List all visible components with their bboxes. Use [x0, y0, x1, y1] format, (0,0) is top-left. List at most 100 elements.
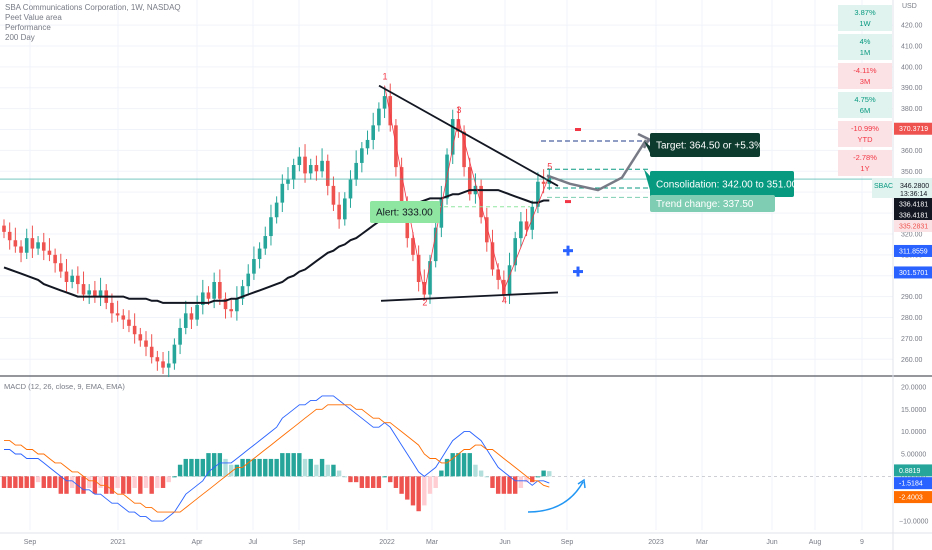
wave-point-label-2: 2 [422, 297, 427, 307]
indicator-performance[interactable]: Performance [5, 23, 51, 32]
candle-body [138, 334, 143, 341]
candle-body [218, 282, 222, 299]
indicator-200-day[interactable]: 200 Day [5, 33, 35, 42]
candle-body [19, 246, 23, 253]
price-tick-label: 420.00 [901, 23, 923, 30]
target-label-box [650, 133, 760, 157]
candle-body [7, 231, 12, 241]
macd-histogram-bar [302, 458, 308, 477]
macd-histogram-bar [547, 471, 552, 477]
last-price-value: 346.2800 [900, 183, 929, 190]
macd-histogram-bar [507, 476, 512, 494]
macd-histogram-bar [160, 476, 166, 488]
time-tick-label: Jun [499, 539, 510, 546]
indicator-peet-value-area[interactable]: Peet Value area [5, 13, 62, 22]
minus-marker [565, 200, 571, 204]
candle-body [201, 292, 205, 305]
macd-histogram-bar [7, 476, 12, 488]
price-tick-label: 280.00 [901, 315, 923, 322]
macd-histogram-bar [172, 476, 177, 478]
price-tick-label: 400.00 [901, 64, 923, 71]
price-tick-label: 270.00 [901, 336, 923, 343]
trend-change-label-box [650, 195, 775, 212]
macd-histogram-bar [342, 476, 347, 478]
macd-histogram-bar [47, 476, 52, 488]
macd-histogram-bar [138, 476, 143, 494]
macd-histogram-bar [450, 453, 455, 477]
macd-histogram-bar [439, 470, 444, 477]
macd-histogram-bar [382, 476, 387, 478]
macd-histogram-bar [143, 476, 149, 488]
price-tick-label: 290.00 [901, 294, 923, 301]
macd-tick-label: 15.0000 [901, 407, 926, 414]
candle-body [450, 119, 455, 155]
candle-body [121, 315, 126, 320]
macd-histogram-bar [410, 476, 416, 506]
candle-body [308, 165, 313, 174]
candle-body [405, 208, 410, 239]
candle-body [161, 361, 165, 368]
ma-200-line [3, 189, 550, 304]
macd-histogram-bar [268, 458, 274, 477]
macd-histogram-bar [405, 476, 410, 500]
candle-body [252, 259, 256, 274]
macd-histogram-bar [200, 458, 205, 477]
macd-histogram-bar [461, 453, 467, 477]
macd-value-macd: -1.5184 [899, 481, 923, 488]
chart-header: SBA Communications Corporation, 1W, NASD… [5, 3, 181, 43]
macd-histogram-bar [206, 453, 211, 477]
consolidation-label-pointer [644, 169, 650, 190]
macd-histogram-bar [121, 476, 126, 494]
price-label-ma-2: 336.4181 [899, 213, 928, 220]
macd-tick-label: 10.0000 [901, 429, 926, 436]
macd-histogram-bar [166, 476, 171, 483]
macd-histogram-bar [98, 476, 103, 488]
candle-body [541, 181, 546, 184]
macd-tick-label: 5.00000 [901, 452, 926, 459]
candle-body [513, 238, 517, 266]
macd-histogram-bar [81, 476, 86, 494]
macd-histogram-bar [359, 476, 365, 488]
candle-body [269, 217, 273, 237]
projection-arrowhead [637, 132, 651, 149]
macd-histogram-bar [541, 470, 546, 477]
candle-body [144, 340, 148, 347]
macd-histogram-bar [331, 464, 336, 477]
candle-body [2, 225, 6, 232]
macd-histogram-bar [35, 476, 41, 483]
wave-point-label-3: 3 [456, 105, 461, 115]
candle-body [110, 302, 114, 314]
candle-body [76, 275, 80, 285]
candle-body [178, 327, 182, 345]
macd-histogram-bar [251, 458, 257, 477]
macd-histogram-bar [353, 476, 359, 483]
macd-histogram-bar [18, 476, 24, 488]
time-tick-label: 9 [860, 539, 864, 546]
macd-histogram-bar [478, 470, 484, 477]
price-label-311-bg [894, 244, 932, 257]
candle-body [422, 282, 427, 295]
price-label-301-bg [894, 266, 932, 279]
candle-body [127, 319, 131, 326]
price-tick-label: 350.00 [901, 169, 923, 176]
target-label-text: Target: 364.50 or +5.3% [656, 141, 763, 152]
performance-period: 1M [859, 48, 871, 57]
candle-body [325, 160, 330, 186]
macd-histogram-bar [109, 476, 115, 494]
candle-body [274, 202, 279, 218]
price-label-301: 301.5701 [899, 270, 928, 277]
macd-histogram-bar [229, 464, 234, 477]
momentum-arrow [527, 481, 584, 513]
candle-body [206, 292, 211, 299]
macd-histogram-bar [371, 476, 376, 488]
time-tick-label: Mar [426, 539, 439, 546]
macd-histogram-bar [194, 458, 200, 477]
candle-body [365, 139, 370, 149]
candle-body [371, 125, 375, 140]
price-tick-label: 410.00 [901, 43, 923, 50]
price-label-ma-1-bg [894, 198, 932, 210]
candle-body [229, 309, 233, 312]
price-tick-label: 390.00 [901, 85, 923, 92]
macd-label[interactable]: MACD (12, 26, close, 9, EMA, EMA) [4, 382, 125, 391]
